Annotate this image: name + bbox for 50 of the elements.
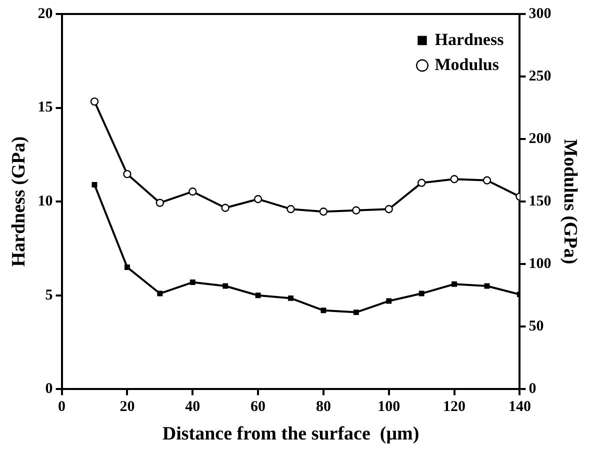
y2-axis-title: Modulus (GPa)	[560, 139, 581, 264]
point	[386, 298, 392, 304]
point	[319, 208, 328, 216]
y2-tick-label: 250	[528, 68, 552, 84]
point	[353, 310, 359, 316]
point	[90, 97, 99, 106]
x-tick-label: 120	[443, 399, 466, 416]
point	[188, 187, 197, 196]
point	[124, 264, 130, 270]
point	[288, 295, 294, 301]
point	[157, 290, 163, 296]
point	[417, 178, 426, 187]
point	[123, 170, 132, 178]
point	[190, 280, 196, 285]
point	[452, 281, 458, 287]
legend-label: Modulus	[434, 54, 500, 74]
point	[352, 206, 360, 214]
point	[221, 204, 230, 212]
point	[222, 283, 228, 289]
point	[482, 176, 492, 184]
x-tick-label: 20	[120, 399, 135, 416]
y-tick-label: 10	[38, 193, 53, 210]
point	[450, 174, 458, 184]
y2-tick-label: 0	[528, 381, 536, 398]
y2-tick-label: 200	[528, 130, 552, 147]
x-tick-label: 40	[185, 399, 200, 416]
x-tick-label: 60	[250, 399, 266, 416]
y2-tick-label: 100	[528, 256, 552, 272]
point	[92, 182, 98, 188]
x-tick-label: 100	[378, 399, 400, 416]
point	[320, 308, 326, 314]
point	[286, 205, 295, 214]
y2-tick-label: 300	[528, 6, 552, 22]
y-axis-title: Hardness (GPa)	[8, 136, 30, 267]
x-tick-label: 80	[316, 399, 331, 416]
y-tick-label: 5	[45, 287, 53, 304]
y-tick-label: 15	[38, 100, 53, 116]
y-tick-label: 0	[45, 381, 53, 398]
legend-label: Hardness	[434, 30, 504, 49]
point	[255, 292, 261, 298]
x-axis-title: Distance from the surface (μm)	[162, 424, 420, 445]
y2-tick-label: 150	[528, 193, 552, 210]
y2-tick-label: 50	[528, 318, 544, 335]
point	[384, 205, 393, 214]
x-tick-label: 140	[508, 399, 531, 416]
point	[418, 290, 424, 296]
point	[156, 198, 164, 207]
point	[254, 195, 262, 204]
x-tick-label: 0	[58, 399, 66, 416]
y-tick-label: 20	[38, 6, 53, 22]
